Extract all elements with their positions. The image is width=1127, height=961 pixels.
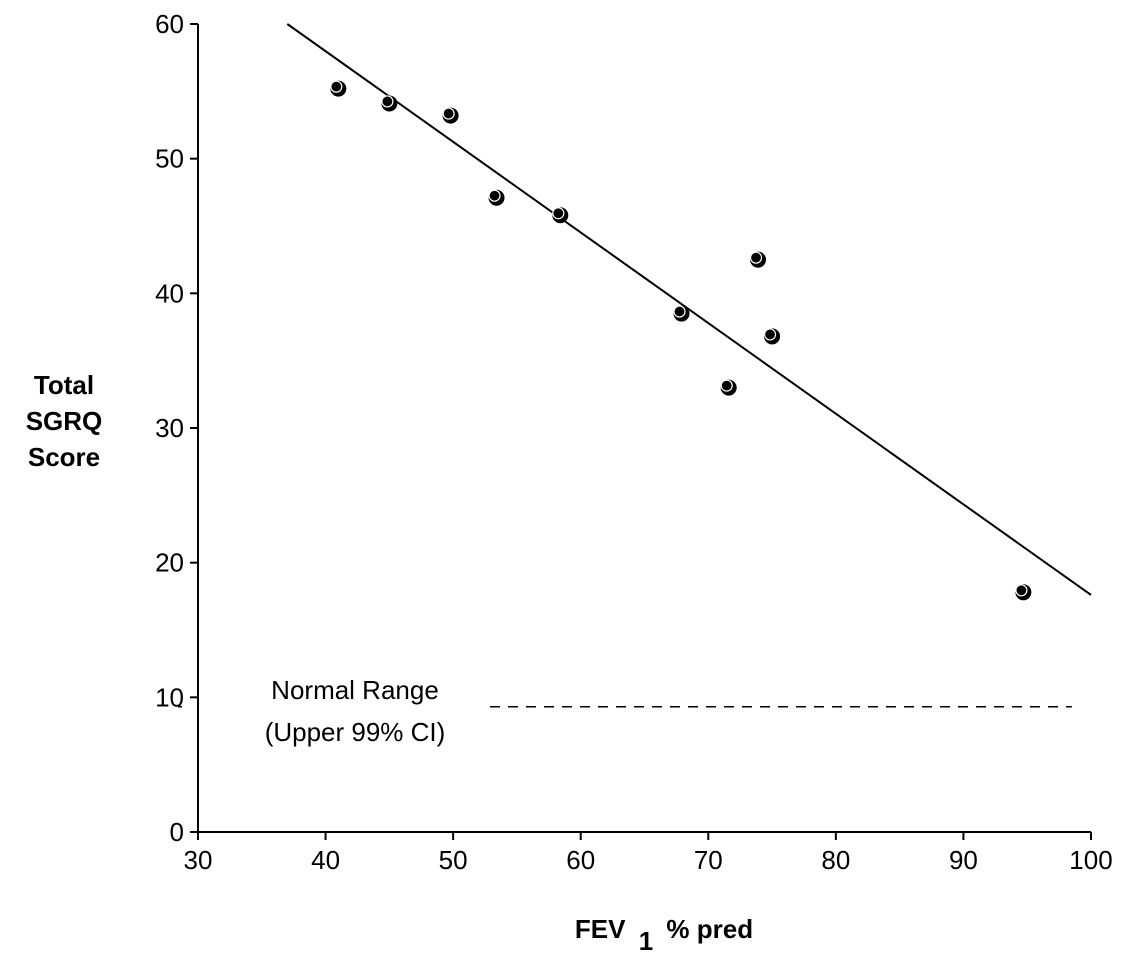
data-point [720,379,737,396]
x-tick-label: 100 [1069,845,1112,875]
data-point-marker [442,107,459,124]
data-point-marker [764,328,781,345]
x-tick-label: 40 [311,845,340,875]
y-tick-label: 30 [155,413,184,443]
data-point-marker [330,80,347,97]
data-point-marker [488,189,505,206]
y-tick-label: 10 [155,682,184,712]
x-tick-label: 90 [949,845,978,875]
data-point [381,95,398,112]
data-point-marker [750,251,767,268]
data-point [749,251,767,268]
data-point [552,207,569,224]
y-tick-label: 50 [155,144,184,174]
y-axis-title-line-3: Score [28,442,100,472]
data-point-highlight [488,189,501,202]
x-tick-label: 30 [184,845,213,875]
y-tick-label: 20 [155,548,184,578]
data-point-highlight [1015,584,1028,597]
data-point-highlight [330,80,343,93]
data-point-marker [552,207,569,224]
data-point [330,80,347,97]
x-axis-title-subscript: 1 [639,926,653,956]
x-axis-title-main: FEV [575,914,626,944]
data-point-marker [720,379,737,396]
y-axis-title-line-1: Total [34,370,94,400]
data-point-highlight [763,328,777,341]
data-point [673,305,690,322]
reference-label-line-2: (Upper 99% CI) [265,717,446,747]
reference-label-line-1: Normal Range [271,675,439,705]
data-point-highlight [673,305,686,318]
data-point-highlight [749,251,763,264]
fit-line-group [286,23,1092,596]
x-axis-title: FEV 1 % pred [575,914,753,956]
data-point-marker [673,305,690,322]
data-point [763,328,781,345]
x-tick-label: 80 [821,845,850,875]
axes [197,24,1091,833]
data-point-highlight [720,379,733,392]
data-point-highlight [442,107,455,120]
data-point-highlight [552,207,565,220]
y-tick-label: 60 [155,9,184,39]
data-point [1015,584,1032,601]
data-point [488,189,505,206]
x-axis-title-suffix: % pred [666,914,753,944]
x-tick-label: 60 [566,845,595,875]
reference-line-group: Normal Range (Upper 99% CI) [178,675,1072,747]
x-tick-label: 50 [439,845,468,875]
data-point-marker [381,95,398,112]
y-tick-label: 0 [170,817,184,847]
y-axis-title-line-2: SGRQ [26,406,103,436]
x-tick-label: 70 [694,845,723,875]
y-tick-label: 40 [155,278,184,308]
data-point-marker [1015,584,1032,601]
data-points [330,80,1032,601]
y-axis-title: Total SGRQ Score [26,370,103,472]
data-point-highlight [381,95,394,108]
data-point [442,107,459,124]
regression-line [286,23,1092,596]
ticks: 30 40 50 60 70 80 90 100 0 10 20 30 40 50 60 [155,9,1113,875]
